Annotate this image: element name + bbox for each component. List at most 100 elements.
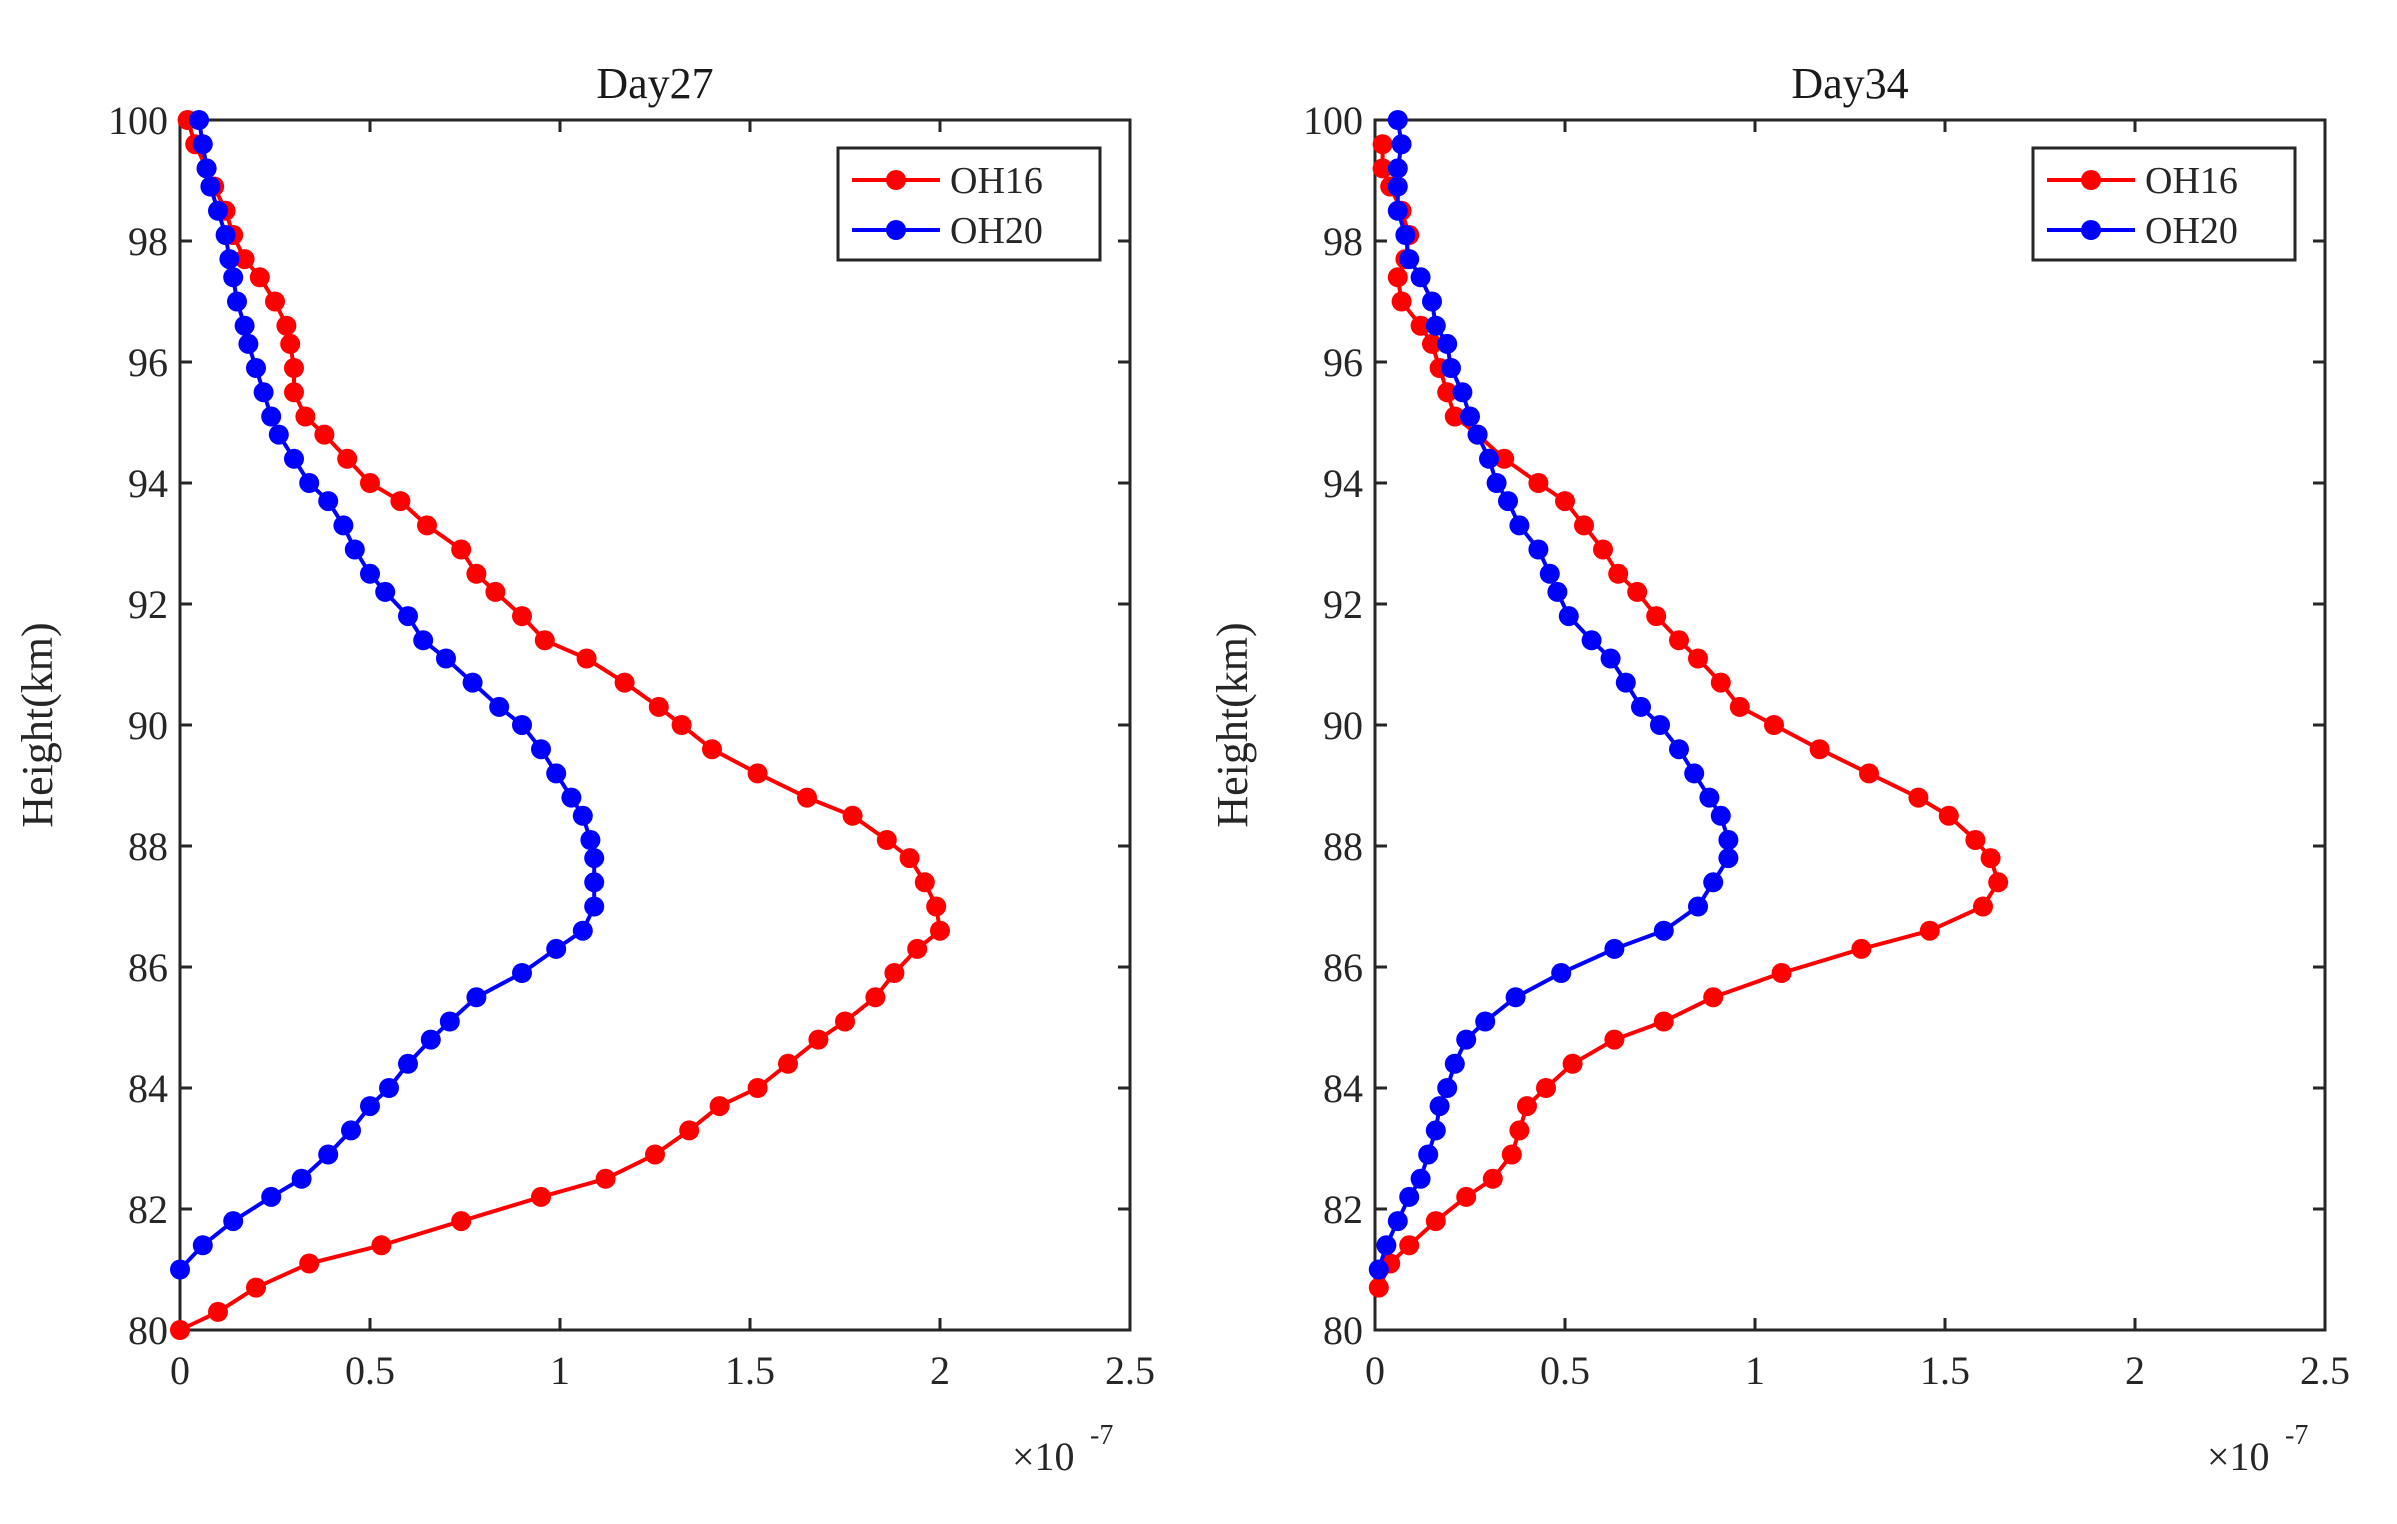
- legend-label: OH16: [2145, 160, 2238, 202]
- y-tick-label: 100: [108, 98, 168, 143]
- data-point: [561, 787, 582, 808]
- data-point: [261, 1186, 282, 1207]
- data-point: [1604, 1029, 1625, 1050]
- y-tick-label: 92: [128, 582, 168, 627]
- data-point: [466, 987, 487, 1008]
- data-point: [170, 1259, 190, 1280]
- legend-item-oh20: OH20: [852, 210, 1043, 252]
- data-point: [268, 424, 289, 445]
- data-point: [778, 1053, 798, 1074]
- panel-day27: Day27 0 0.5 1 1.5 2 2.5 80 82 84 86 88 90 92 94 96 98 100…: [13, 59, 1155, 1479]
- data-point: [1764, 715, 1784, 735]
- data-point: [489, 696, 510, 717]
- series-oh20: [170, 110, 605, 1280]
- data-point: [1688, 896, 1708, 917]
- x-tick-label: 0.5: [345, 1348, 395, 1393]
- data-point: [1444, 1053, 1465, 1074]
- data-point: [299, 473, 320, 493]
- data-point: [584, 872, 605, 893]
- data-point: [451, 1211, 472, 1232]
- data-point: [1699, 787, 1720, 808]
- data-point: [1688, 648, 1708, 669]
- y-axis-label: Height(km): [13, 622, 62, 827]
- data-point: [1391, 134, 1412, 155]
- y-tick-label: 86: [128, 945, 168, 990]
- data-point: [1425, 1211, 1446, 1232]
- data-point: [930, 920, 950, 941]
- data-point: [1729, 696, 1750, 717]
- legend-item-oh20: OH20: [2047, 210, 2238, 252]
- data-point: [747, 763, 768, 784]
- data-point: [648, 696, 669, 717]
- data-point: [1425, 315, 1446, 336]
- data-point: [546, 763, 567, 784]
- data-point: [1551, 963, 1572, 983]
- data-point: [1372, 158, 1393, 179]
- x-multiplier: ×10 -7: [1012, 1420, 1113, 1479]
- x-tick-label: 1.5: [725, 1348, 775, 1393]
- data-point: [375, 581, 396, 602]
- legend-marker: [886, 170, 906, 190]
- x-tick-label: 0: [170, 1348, 190, 1393]
- x-tick-label: 0.5: [1540, 1348, 1590, 1393]
- data-point: [451, 539, 472, 560]
- y-tick-label: 84: [1323, 1066, 1363, 1111]
- data-point: [1646, 606, 1667, 627]
- data-point: [1422, 333, 1442, 354]
- legend-box: [2031, 146, 2297, 262]
- data-point: [1653, 920, 1674, 941]
- data-point: [253, 382, 274, 403]
- data-point: [1391, 291, 1412, 312]
- legend-box: [836, 146, 1102, 262]
- data-point: [436, 648, 456, 669]
- legend-marker: [2081, 220, 2101, 240]
- data-point: [595, 1168, 616, 1189]
- data-point: [238, 333, 259, 354]
- data-point: [223, 267, 244, 288]
- data-point: [249, 267, 270, 288]
- x-tick-label: 0: [1365, 1348, 1385, 1393]
- legend-item-oh16: OH16: [852, 160, 1043, 202]
- data-point: [398, 1053, 418, 1074]
- data-point: [1669, 739, 1689, 760]
- data-point: [926, 896, 947, 917]
- legend-label: OH20: [2145, 210, 2238, 252]
- data-point: [1387, 267, 1408, 288]
- data-point: [219, 249, 240, 270]
- data-point: [371, 1235, 392, 1256]
- x-tick-label: 1: [1745, 1348, 1765, 1393]
- chart-title: Day27: [596, 59, 713, 108]
- data-point: [797, 787, 817, 808]
- data-point: [318, 491, 339, 512]
- data-point: [462, 672, 483, 693]
- data-point: [1422, 291, 1442, 312]
- data-point: [227, 291, 247, 312]
- data-point: [614, 672, 635, 693]
- data-point: [899, 848, 920, 869]
- data-point: [1536, 1078, 1556, 1098]
- data-point: [1399, 1235, 1420, 1256]
- data-point: [1475, 1011, 1496, 1032]
- data-point: [189, 110, 209, 130]
- data-point: [1482, 1168, 1503, 1189]
- data-point: [1418, 1144, 1439, 1165]
- data-point: [1809, 739, 1830, 760]
- data-point: [223, 1211, 244, 1232]
- data-point: [196, 158, 217, 179]
- data-point: [572, 805, 593, 826]
- data-point: [284, 448, 304, 469]
- x-tick-label: 2.5: [1105, 1348, 1155, 1393]
- data-point: [439, 1011, 460, 1032]
- data-point: [1980, 848, 2001, 869]
- data-point: [1859, 763, 1879, 784]
- data-point: [1965, 830, 1986, 850]
- data-point: [1456, 1186, 1477, 1207]
- data-point: [1387, 176, 1408, 197]
- data-point: [284, 358, 304, 378]
- data-point: [1627, 581, 1648, 602]
- y-tick-label: 86: [1323, 945, 1363, 990]
- y-axis-label: Height(km): [1208, 622, 1257, 827]
- x-multiplier-exponent: -7: [1090, 1420, 1113, 1451]
- data-point: [1528, 473, 1549, 493]
- data-point: [485, 581, 506, 602]
